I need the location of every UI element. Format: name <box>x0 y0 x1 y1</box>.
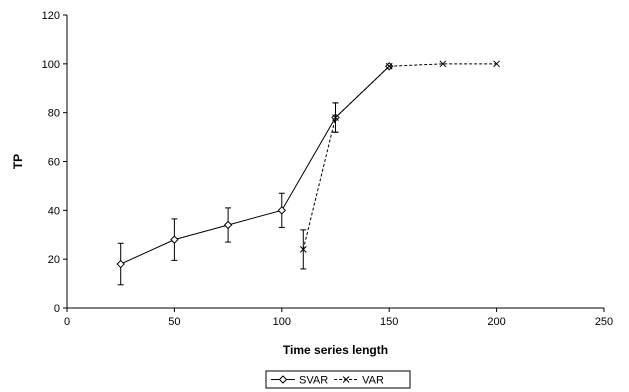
diamond-marker <box>278 375 288 384</box>
series-line-var <box>302 63 497 250</box>
x-tick-label: 150 <box>380 316 398 328</box>
x-marker <box>342 376 350 383</box>
axes: 0 20 40 60 80 100 120 0 50 100 150 200 250 <box>42 10 614 328</box>
diamond-marker <box>223 220 233 230</box>
y-tick-label: 40 <box>48 205 60 217</box>
x-tick-label: 0 <box>64 316 70 328</box>
series-line-svar <box>120 65 390 265</box>
x-marker <box>332 114 339 121</box>
y-tick-label: 80 <box>48 108 60 120</box>
diamond-marker <box>277 206 287 215</box>
legend-box <box>265 370 411 389</box>
x-tick-label: 100 <box>273 316 291 328</box>
x-marker <box>439 60 447 68</box>
series-var <box>299 60 500 270</box>
y-tick-label: 60 <box>48 157 60 169</box>
series-layer <box>116 60 500 286</box>
x-tick-label: 50 <box>168 316 180 328</box>
diamond-marker <box>170 235 179 244</box>
legend: SVAR VAR <box>265 370 411 389</box>
x-axis-title: Time series length <box>283 343 388 357</box>
y-tick-label: 120 <box>42 10 60 22</box>
y-tick-label: 100 <box>42 59 60 71</box>
diamond-marker <box>116 259 125 269</box>
x-tick-label: 250 <box>595 316 613 328</box>
y-axis-title: TP <box>11 154 25 169</box>
y-tick-label: 0 <box>54 303 60 315</box>
legend-label-var: VAR <box>362 375 384 387</box>
x-marker <box>493 60 500 68</box>
legend-label-svar: SVAR <box>299 375 328 387</box>
x-tick-label: 200 <box>487 316 505 328</box>
x-marker <box>385 62 393 70</box>
y-tick-label: 20 <box>48 254 60 266</box>
x-marker <box>299 246 307 253</box>
series-svar <box>116 62 394 286</box>
